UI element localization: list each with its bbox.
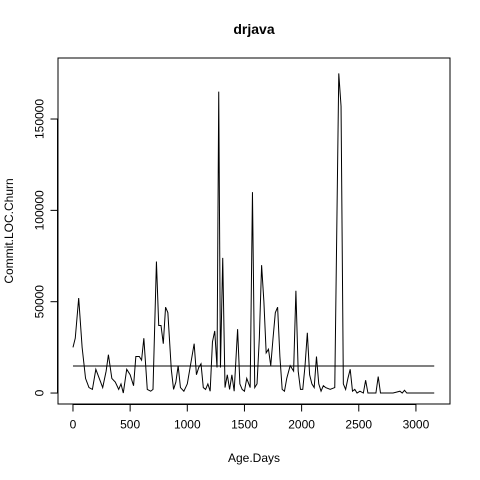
x-tick-label: 0: [70, 418, 77, 432]
data-line: [72, 73, 435, 394]
y-axis-label: Commit.LOC.Churn: [2, 178, 16, 283]
x-tick-label: 1000: [174, 418, 201, 432]
x-tick-label: 2500: [345, 418, 372, 432]
y-tick-label: 150000: [33, 99, 47, 139]
x-tick-label: 500: [120, 418, 140, 432]
x-tick-label: 1500: [231, 418, 258, 432]
y-tick-label: 100000: [33, 190, 47, 230]
x-tick-label: 3000: [403, 418, 430, 432]
y-tick-label: 50000: [33, 285, 47, 319]
x-tick-label: 2000: [288, 418, 315, 432]
chart-title: drjava: [233, 21, 274, 37]
x-axis-label: Age.Days: [228, 451, 280, 465]
y-tick-label: 0: [33, 389, 47, 396]
